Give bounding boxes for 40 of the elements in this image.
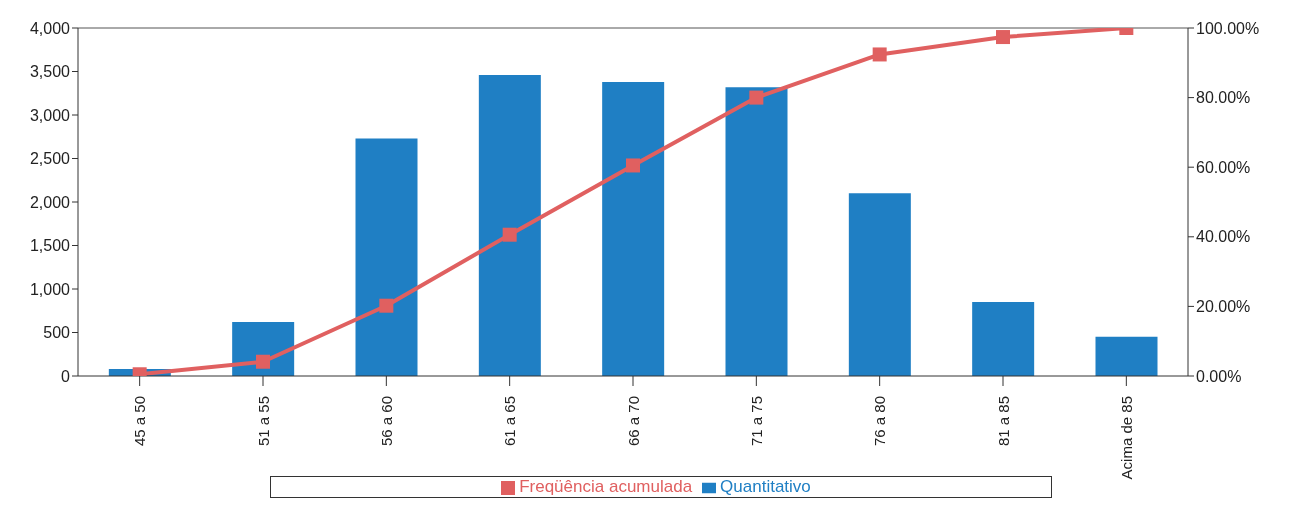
bar [602,81,665,376]
point [379,298,394,313]
y-tick-label: 1,000 [29,280,71,298]
x-tick-label: 76 a 80 [871,396,889,447]
bar [972,302,1035,376]
y-tick-label: 3,500 [29,63,71,81]
point [626,158,640,173]
bar [478,74,541,376]
bar [1095,336,1158,376]
legend-label: Quantitativo [720,477,811,496]
y-tick-label: 2,000 [29,193,71,211]
x-tick-label: 66 a 70 [624,396,642,447]
y-tick-label: 2,500 [29,150,71,168]
bar [355,138,418,376]
x-tick-label: 45 a 50 [131,396,149,447]
bar [725,87,788,376]
y2-tick-label: 20.00% [1196,298,1251,316]
y-tick-label: 3,000 [29,106,71,124]
x-tick-label: 61 a 65 [501,396,519,447]
point [256,354,270,369]
y2-tick-label: 0.00% [1196,367,1242,385]
y-tick-label: 1,500 [29,237,71,255]
legend-label: Freqüência acumulada [519,477,693,496]
x-tick-label: 81 a 85 [994,396,1012,447]
y-tick-label: 0 [61,367,71,385]
y-tick-label: 4,000 [29,19,71,37]
y2-tick-label: 60.00% [1196,158,1251,176]
x-tick-label: Acima de 85 [1117,396,1135,480]
y2-tick-label: 40.00% [1196,228,1251,246]
y2-tick-label: 80.00% [1196,89,1251,107]
x-tick-label: 71 a 75 [747,396,765,447]
y2-tick-label: 100.00% [1196,19,1260,37]
point [996,30,1010,45]
y-tick-label: 500 [43,324,71,342]
x-tick-label: 56 a 60 [377,396,395,447]
point [502,227,517,242]
bar [848,193,911,376]
point [872,47,887,62]
x-tick-label: 51 a 55 [254,396,272,447]
point [749,90,764,105]
